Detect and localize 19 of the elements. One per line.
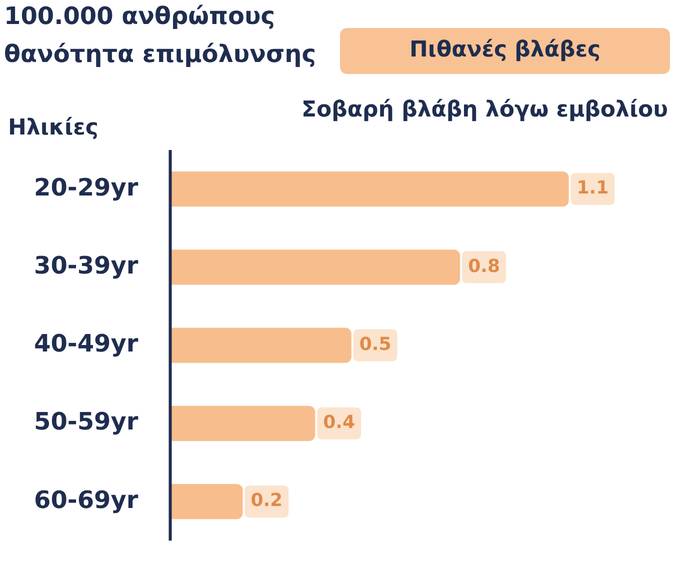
- y-tick-label: 20-29yr: [34, 173, 138, 202]
- chart-title: 100.000 ανθρώπους θανότητα επιμόλυνσης: [4, 2, 316, 68]
- bar: [170, 171, 569, 207]
- data-label: 1.1: [576, 178, 609, 199]
- y-tick-label: 60-69yr: [34, 486, 138, 514]
- data-label: 0.2: [250, 490, 283, 512]
- bar: [170, 406, 316, 441]
- text: Πιθανές βλάβες: [410, 38, 600, 63]
- data-label: 0.5: [359, 334, 392, 355]
- bar: [170, 250, 460, 285]
- data-label: 0.4: [323, 412, 356, 434]
- y-tick-label: 40-49yr: [34, 330, 138, 358]
- bar: [170, 328, 352, 363]
- chart-subtitle: Σοβαρή βλάβη λόγω εμβολίου: [302, 98, 668, 123]
- y-tick-label: 30-39yr: [34, 251, 138, 280]
- bar: [170, 484, 243, 520]
- data-label: 0.8: [468, 256, 500, 277]
- y-axis-title: Ηλικίες: [8, 116, 98, 141]
- y-tick-label: 50-59yr: [34, 408, 138, 436]
